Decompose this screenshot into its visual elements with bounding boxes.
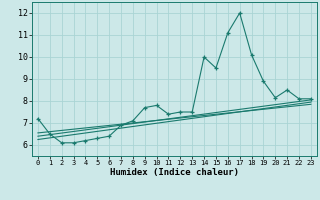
X-axis label: Humidex (Indice chaleur): Humidex (Indice chaleur)	[110, 168, 239, 177]
